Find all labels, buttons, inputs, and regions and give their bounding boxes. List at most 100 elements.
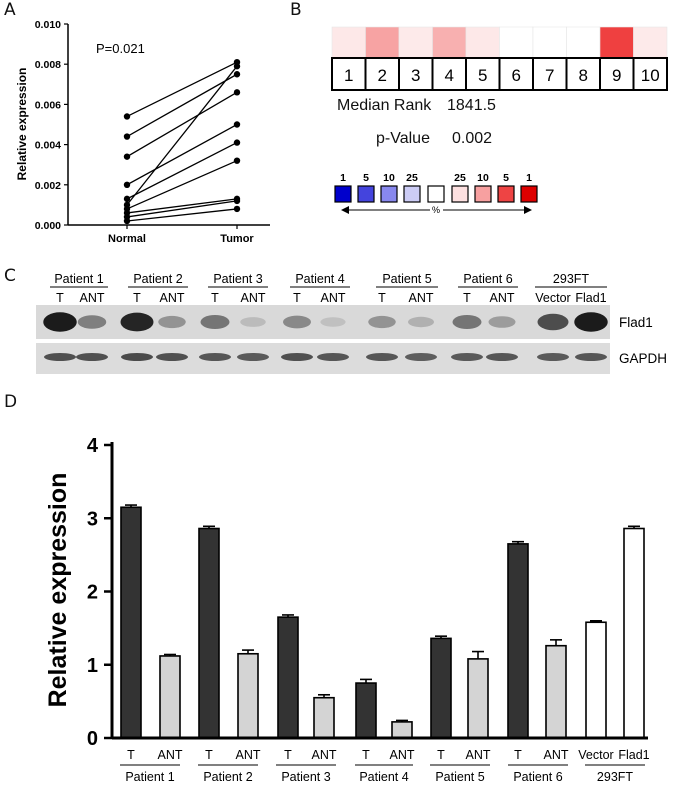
a-y-tick-label: 0.002 — [35, 180, 61, 192]
a-tumor-point — [233, 197, 241, 205]
b-rank-label: 10 — [641, 66, 660, 85]
a-pair-line — [126, 200, 238, 218]
c-gapdh-band — [405, 353, 437, 361]
b-rank-label: 1 — [344, 66, 353, 85]
a-tumor-point — [233, 121, 241, 128]
a-pvalue-annotation: P=0.021 — [96, 41, 145, 56]
d-bar — [198, 527, 220, 739]
b-legend-swatch — [357, 185, 375, 203]
c-lane-label: Vector — [535, 291, 570, 305]
b-rank-box — [398, 57, 434, 91]
d-x-tick-label: T — [514, 748, 522, 762]
a-normal-point — [123, 181, 131, 188]
c-flad1-band — [283, 315, 311, 329]
b-rank-box — [331, 57, 367, 91]
a-y-tick-label: 0.006 — [35, 99, 61, 111]
d-group-label: 293FT — [597, 770, 633, 784]
panel-label-c: C — [4, 266, 16, 286]
c-gapdh-band — [121, 353, 153, 361]
c-flad1-band — [120, 312, 154, 332]
b-legend-swatch — [497, 185, 515, 203]
pvalue-value: 0.002 — [452, 130, 493, 147]
c-gapdh-band — [44, 353, 76, 361]
a-tumor-point — [233, 71, 241, 78]
c-lane-label: T — [133, 291, 141, 305]
b-rank-label: 2 — [378, 66, 387, 85]
a-pair-line — [126, 61, 238, 118]
d-x-tick-label: Vector — [578, 748, 613, 762]
c-flad1-band — [368, 315, 396, 329]
a-pair-line — [126, 65, 238, 206]
a-y-tick-label: 0.010 — [35, 19, 61, 31]
c-lane-label: T — [378, 291, 386, 305]
d-x-tick-label: ANT — [158, 748, 183, 762]
d-bar — [430, 637, 452, 739]
c-gapdh-band — [199, 353, 231, 361]
c-group-label: Patient 5 — [382, 272, 431, 286]
b-legend-swatch — [334, 185, 352, 203]
b-legend-unit: % — [432, 205, 440, 215]
a-pair-line — [126, 208, 238, 222]
c-flad1-band — [574, 312, 608, 332]
b-rank-label: 3 — [411, 66, 420, 85]
d-x-tick-label: ANT — [390, 748, 415, 762]
d-x-tick-label: T — [127, 748, 135, 762]
b-rank-label: 8 — [579, 66, 588, 85]
d-group-label: Patient 2 — [203, 770, 252, 784]
c-gapdh-band — [317, 353, 349, 361]
c-row-label-flad1: Flad1 — [619, 315, 653, 330]
c-gapdh-band — [281, 353, 313, 361]
d-bar — [237, 652, 259, 739]
b-rank-label: 5 — [478, 66, 487, 85]
c-group-label: Patient 2 — [133, 272, 182, 286]
d-x-tick-label: T — [437, 748, 445, 762]
b-heatmap-cell — [633, 26, 668, 59]
d-x-tick-label: ANT — [466, 748, 491, 762]
pvalue-label: p-Value — [376, 130, 430, 147]
b-rank-box — [431, 57, 467, 91]
c-lane-label: ANT — [409, 291, 434, 305]
c-lane-label: T — [211, 291, 219, 305]
b-heatmap-cell — [465, 26, 500, 59]
panel-label-d: D — [4, 392, 18, 412]
a-x-tick-label: Tumor — [220, 233, 254, 245]
c-flad1-band — [537, 313, 569, 331]
d-bar — [467, 658, 489, 739]
a-tumor-point — [233, 157, 241, 164]
d-x-tick-label: Flad1 — [618, 748, 649, 762]
b-rank-box — [364, 57, 400, 91]
c-gapdh-band — [575, 353, 607, 361]
a-normal-point — [123, 217, 131, 225]
c-gapdh-band — [156, 353, 188, 361]
c-row-label-gapdh: GAPDH — [619, 351, 667, 366]
d-group-label: Patient 5 — [435, 770, 484, 784]
c-gapdh-band — [537, 353, 569, 361]
a-normal-point — [123, 113, 131, 120]
d-bar — [277, 616, 299, 739]
d-bar — [355, 682, 377, 739]
a-y-tick-label: 0.008 — [35, 59, 61, 71]
c-lane-label: ANT — [321, 291, 346, 305]
c-gapdh-band — [486, 353, 518, 361]
d-group-label: Patient 3 — [281, 770, 330, 784]
c-flad1-band — [200, 315, 230, 329]
b-heatmap-cell — [432, 26, 467, 59]
d-y-tick-label: 0 — [87, 728, 98, 750]
d-group-label: Patient 4 — [359, 770, 408, 784]
c-lane-label: ANT — [80, 291, 105, 305]
c-gapdh-band — [237, 353, 269, 361]
c-group-label: Patient 3 — [213, 272, 262, 286]
c-flad1-band — [240, 317, 266, 327]
a-tumor-point — [233, 139, 241, 146]
c-group-label: 293FT — [553, 272, 589, 286]
b-legend-swatch — [380, 185, 398, 203]
b-rank-box — [465, 57, 501, 91]
b-legend-swatch — [474, 185, 492, 203]
a-pair-line — [126, 91, 238, 158]
a-pair-line — [126, 142, 238, 200]
a-normal-point — [123, 153, 131, 160]
d-group-label: Patient 1 — [125, 770, 174, 784]
b-heatmap-cell — [331, 26, 366, 59]
c-flad1-band — [77, 315, 107, 329]
